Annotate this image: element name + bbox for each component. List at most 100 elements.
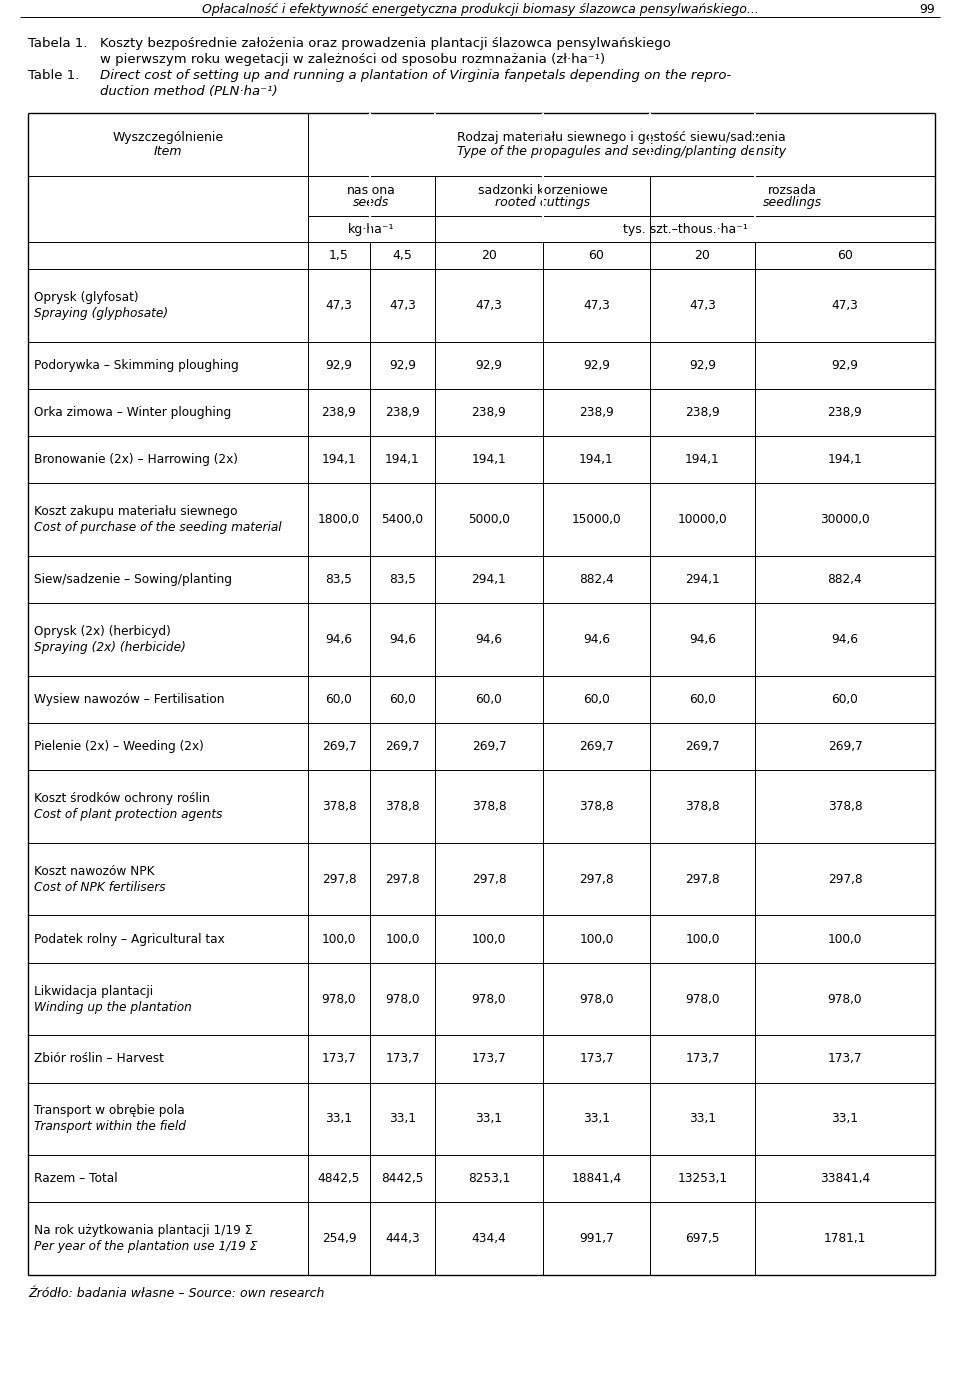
Text: 47,3: 47,3: [583, 298, 610, 312]
Text: 94,6: 94,6: [325, 632, 352, 646]
Bar: [542, 176, 543, 216]
Text: 978,0: 978,0: [685, 993, 720, 1005]
Text: Zbiór roślin – Harvest: Zbiór roślin – Harvest: [34, 1052, 164, 1066]
Text: 238,9: 238,9: [579, 406, 613, 419]
Text: 94,6: 94,6: [831, 632, 858, 646]
Text: 882,4: 882,4: [579, 573, 613, 586]
Text: 5000,0: 5000,0: [468, 513, 510, 527]
Text: 269,7: 269,7: [685, 740, 720, 754]
Text: 47,3: 47,3: [325, 298, 352, 312]
Text: 30000,0: 30000,0: [820, 513, 870, 527]
Text: 47,3: 47,3: [475, 298, 502, 312]
Text: 294,1: 294,1: [471, 573, 506, 586]
Bar: [542, 216, 543, 242]
Text: 60: 60: [588, 249, 605, 263]
Text: 92,9: 92,9: [583, 359, 610, 371]
Text: 92,9: 92,9: [689, 359, 716, 371]
Text: 1781,1: 1781,1: [824, 1232, 866, 1246]
Text: 269,7: 269,7: [471, 740, 506, 754]
Text: 238,9: 238,9: [471, 406, 506, 419]
Text: 47,3: 47,3: [831, 298, 858, 312]
Text: duction method (PLN·ha⁻¹): duction method (PLN·ha⁻¹): [100, 85, 277, 98]
Text: 297,8: 297,8: [471, 873, 506, 886]
Text: 92,9: 92,9: [831, 359, 858, 371]
Text: Koszt zakupu materiału siewnego: Koszt zakupu materiału siewnego: [34, 505, 237, 518]
Text: 254,9: 254,9: [322, 1232, 356, 1246]
Text: 269,7: 269,7: [828, 740, 862, 754]
Text: Tabela 1.: Tabela 1.: [28, 37, 87, 50]
Text: 297,8: 297,8: [685, 873, 720, 886]
Text: Spraying (glyphosate): Spraying (glyphosate): [34, 307, 168, 320]
Text: 978,0: 978,0: [385, 993, 420, 1005]
Text: 434,4: 434,4: [471, 1232, 506, 1246]
Text: Oprysk (2x) (herbicyd): Oprysk (2x) (herbicyd): [34, 626, 171, 638]
Bar: [755, 176, 756, 216]
Text: seedlings: seedlings: [763, 195, 822, 209]
Text: 100,0: 100,0: [471, 932, 506, 946]
Text: Razem – Total: Razem – Total: [34, 1173, 118, 1185]
Text: 20: 20: [481, 249, 497, 263]
Text: 100,0: 100,0: [579, 932, 613, 946]
Text: 697,5: 697,5: [685, 1232, 720, 1246]
Text: 18841,4: 18841,4: [571, 1173, 622, 1185]
Text: 297,8: 297,8: [385, 873, 420, 886]
Text: 378,8: 378,8: [322, 800, 356, 813]
Text: 978,0: 978,0: [471, 993, 506, 1005]
Text: 238,9: 238,9: [828, 406, 862, 419]
Text: 194,1: 194,1: [322, 454, 356, 466]
Text: 238,9: 238,9: [685, 406, 720, 419]
Text: 978,0: 978,0: [828, 993, 862, 1005]
Text: Transport within the field: Transport within the field: [34, 1121, 186, 1133]
Text: Wyszczególnienie: Wyszczególnienie: [112, 131, 224, 144]
Text: Koszt środków ochrony roślin: Koszt środków ochrony roślin: [34, 792, 210, 806]
Text: w pierwszym roku wegetacji w zależności od sposobu rozmnażania (zł·ha⁻¹): w pierwszym roku wegetacji w zależności …: [100, 54, 605, 66]
Text: 92,9: 92,9: [325, 359, 352, 371]
Text: 238,9: 238,9: [385, 406, 420, 419]
Text: Spraying (2x) (herbicide): Spraying (2x) (herbicide): [34, 641, 186, 654]
Text: Cost of purchase of the seeding material: Cost of purchase of the seeding material: [34, 521, 281, 535]
Text: 47,3: 47,3: [389, 298, 416, 312]
Text: 83,5: 83,5: [389, 573, 416, 586]
Text: 173,7: 173,7: [579, 1052, 613, 1066]
Text: 60,0: 60,0: [831, 693, 858, 705]
Text: 10000,0: 10000,0: [678, 513, 728, 527]
Text: 60,0: 60,0: [475, 693, 502, 705]
Text: 94,6: 94,6: [689, 632, 716, 646]
Text: 5400,0: 5400,0: [381, 513, 423, 527]
Text: 8442,5: 8442,5: [381, 1173, 423, 1185]
Text: 4842,5: 4842,5: [318, 1173, 360, 1185]
Text: kg·ha⁻¹: kg·ha⁻¹: [348, 223, 395, 235]
Text: 991,7: 991,7: [579, 1232, 613, 1246]
Text: Koszty bezpośrednie założenia oraz prowadzenia plantacji ślazowca pensylwańskieg: Koszty bezpośrednie założenia oraz prowa…: [100, 37, 671, 50]
Text: 444,3: 444,3: [385, 1232, 420, 1246]
Text: 297,8: 297,8: [579, 873, 613, 886]
Text: Item: Item: [154, 144, 182, 158]
Text: 378,8: 378,8: [579, 800, 613, 813]
Text: 173,7: 173,7: [322, 1052, 356, 1066]
Text: 100,0: 100,0: [828, 932, 862, 946]
Text: 978,0: 978,0: [322, 993, 356, 1005]
Text: 194,1: 194,1: [471, 454, 506, 466]
Text: 100,0: 100,0: [685, 932, 720, 946]
Text: 99: 99: [920, 3, 935, 16]
Text: 378,8: 378,8: [828, 800, 862, 813]
Text: 269,7: 269,7: [322, 740, 356, 754]
Text: 269,7: 269,7: [579, 740, 613, 754]
Text: 297,8: 297,8: [828, 873, 862, 886]
Text: 94,6: 94,6: [389, 632, 416, 646]
Text: 60,0: 60,0: [583, 693, 610, 705]
Text: Wysiew nawozów – Fertilisation: Wysiew nawozów – Fertilisation: [34, 693, 225, 705]
Text: 60,0: 60,0: [389, 693, 416, 705]
Bar: [370, 216, 371, 242]
Text: 33,1: 33,1: [325, 1112, 352, 1125]
Text: 15000,0: 15000,0: [572, 513, 621, 527]
Text: 978,0: 978,0: [579, 993, 613, 1005]
Text: seeds: seeds: [353, 195, 390, 209]
Text: 33,1: 33,1: [389, 1112, 416, 1125]
Text: 33,1: 33,1: [689, 1112, 716, 1125]
Text: 173,7: 173,7: [685, 1052, 720, 1066]
Text: 60,0: 60,0: [689, 693, 716, 705]
Text: Na rok użytkowania plantacji 1/19 Σ: Na rok użytkowania plantacji 1/19 Σ: [34, 1224, 252, 1238]
Bar: [370, 176, 371, 216]
Text: nasiona: nasiona: [348, 183, 396, 197]
